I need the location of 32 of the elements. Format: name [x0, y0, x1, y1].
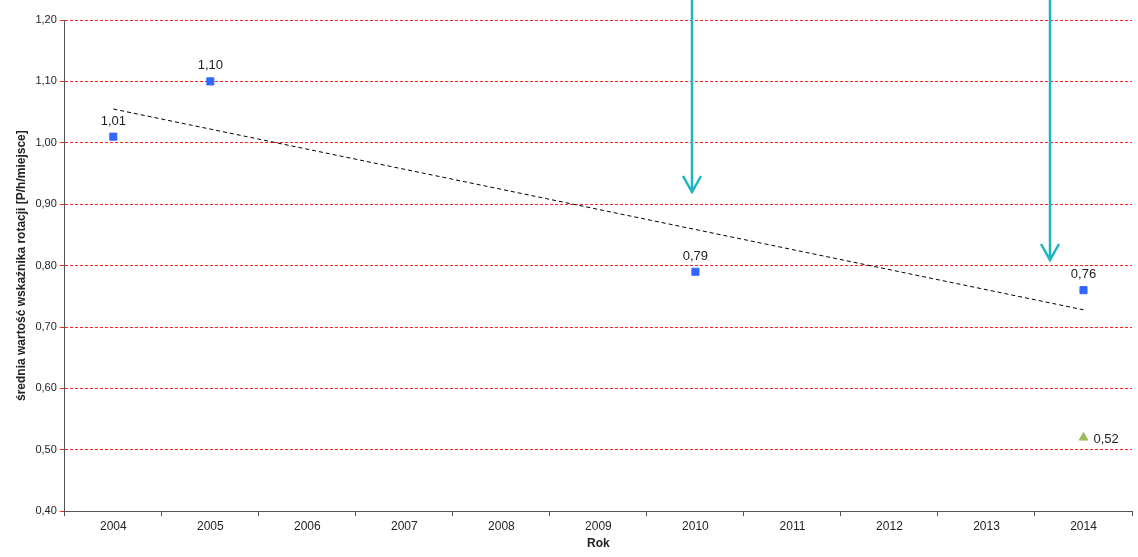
data-label: 0,76: [1070, 266, 1097, 282]
point: [109, 132, 118, 141]
x-tick-label: 2014: [1070, 518, 1098, 533]
x-tick-label: 2004: [99, 518, 127, 533]
point: [1079, 286, 1088, 295]
point: [691, 267, 700, 276]
data-label: 0,52: [1093, 431, 1119, 447]
x-tick-label: 2011: [779, 518, 806, 533]
x-tick-label: 2007: [391, 518, 419, 533]
data-label: 0,79: [682, 247, 709, 263]
x-tick-label: 2012: [876, 518, 904, 533]
x-tick-label: 2010: [682, 518, 710, 533]
point: [1078, 432, 1089, 441]
data-label: 1,01: [100, 112, 126, 128]
y-tick-label: 1,20: [35, 13, 57, 26]
y-tick-label: 0,80: [35, 258, 57, 271]
y-tick-label: 0,70: [35, 320, 57, 333]
y-tick-label: 0,40: [35, 504, 57, 517]
x-axis-title: Rok: [587, 536, 611, 551]
y-tick-label: 1,10: [35, 74, 57, 87]
x-tick-label: 2005: [196, 518, 225, 533]
y-tick-label: 0,50: [35, 442, 57, 455]
y-tick-label: 0,90: [35, 197, 57, 210]
data-label: 1,10: [197, 57, 223, 73]
point: [206, 77, 215, 86]
y-tick-label: 0,60: [35, 381, 57, 394]
x-tick-label: 2009: [585, 518, 613, 533]
x-tick-label: 2008: [488, 518, 516, 533]
x-tick-label: 2006: [294, 518, 322, 533]
y-axis-title: średnia wartość wskaźnika rotacji [P/h/miejsce]: [13, 130, 28, 401]
y-tick-label: 1,00: [35, 135, 57, 148]
x-tick-label: 2013: [973, 518, 1001, 533]
